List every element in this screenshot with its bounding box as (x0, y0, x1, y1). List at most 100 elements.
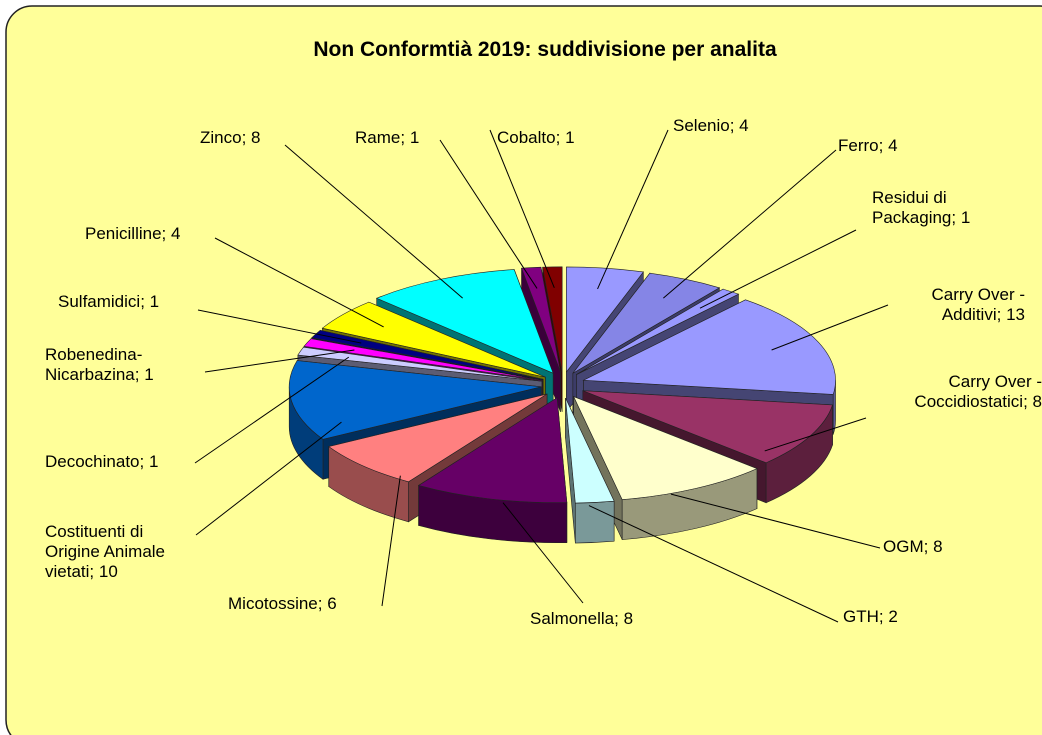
slice (297, 346, 542, 382)
label-separator: ; (400, 128, 410, 147)
slice (573, 396, 758, 500)
leader-line (195, 421, 342, 536)
value-text: 10 (98, 562, 118, 581)
leader-line (489, 129, 555, 289)
label-separator: ; (317, 594, 328, 613)
label-separator: ; (878, 607, 889, 626)
value-text: 1 (144, 365, 154, 384)
slice (303, 338, 543, 381)
label-separator: ; (89, 562, 99, 581)
chart-title: Non Conformtià 2019: suddivisione per an… (313, 38, 777, 61)
leader-line (771, 304, 889, 351)
value-text: 1 (149, 292, 160, 311)
label-separator: ; (923, 537, 934, 556)
category-text: Decochinato (45, 452, 140, 471)
data-label: Carry Over - Coccidiostatici; 8 (914, 372, 1042, 412)
leader-line (439, 139, 538, 289)
data-label: Residui di Packaging; 1 (872, 188, 970, 228)
data-label: Decochinato; 1 (45, 452, 158, 472)
value-text: 8 (251, 128, 261, 147)
category-text: Salmonella (530, 609, 615, 628)
data-label: GTH; 2 (843, 607, 898, 627)
category-text: Selenio (673, 116, 730, 135)
label-separator: ; (161, 224, 171, 243)
data-label: Ferro; 4 (838, 136, 898, 156)
slice (321, 301, 546, 378)
category-text: Carry Over - Additivi (931, 285, 1026, 324)
leader-line (197, 309, 362, 344)
label-separator: ; (951, 208, 961, 227)
value-text: 4 (171, 224, 181, 243)
category-text: OGM (883, 537, 924, 556)
category-text: Carry Over - Coccidiostatici (914, 372, 1042, 411)
leader-line (204, 349, 355, 373)
leader-line (764, 417, 867, 452)
slice (328, 393, 548, 483)
data-label: Sulfamidici; 1 (58, 292, 159, 312)
data-label: Costituenti di Origine Animale vietati; … (45, 522, 165, 582)
label-separator: ; (139, 452, 149, 471)
data-label: Robenedina- Nicarbazina; 1 (45, 345, 154, 385)
slice (576, 288, 740, 375)
category-text: Ferro (838, 136, 879, 155)
value-text: 8 (623, 609, 634, 628)
leader-line (381, 475, 401, 607)
data-label: Rame; 1 (355, 128, 419, 148)
label-separator: ; (878, 136, 889, 155)
category-text: Residui di Packaging (872, 188, 952, 227)
data-label: Selenio; 4 (673, 116, 749, 136)
leader-line (194, 356, 350, 464)
category-text: GTH (843, 607, 879, 626)
label-separator: ; (555, 128, 566, 147)
leader-line (284, 144, 463, 299)
leader-line (502, 502, 584, 604)
value-text: 4 (739, 116, 749, 135)
label-separator: ; (996, 305, 1007, 324)
category-text: Sulfamidici (58, 292, 141, 311)
slice (565, 397, 615, 504)
label-separator: ; (140, 292, 150, 311)
leader-line (670, 493, 881, 549)
slice (288, 360, 542, 440)
value-text: 1 (960, 208, 971, 227)
leader-line (663, 149, 837, 299)
data-label: Penicilline; 4 (85, 224, 180, 244)
pie (194, 129, 889, 623)
data-label: Micotossine; 6 (228, 594, 337, 614)
value-text: 13 (1006, 305, 1025, 324)
leader-line (588, 505, 839, 623)
category-text: Cobalto (497, 128, 556, 147)
slice (375, 269, 554, 374)
data-label: Salmonella; 8 (530, 609, 633, 629)
data-label: Zinco; 8 (200, 128, 261, 148)
value-text: 1 (148, 452, 159, 471)
label-separator: ; (729, 116, 740, 135)
slice (417, 397, 568, 504)
label-separator: ; (134, 365, 145, 384)
value-text: 4 (888, 136, 898, 155)
category-text: Rame (355, 128, 401, 147)
slice (582, 299, 836, 395)
category-text: Costituenti di Origine Animale vietati (45, 522, 166, 581)
leader-line (597, 129, 669, 290)
slice (521, 266, 561, 372)
label-separator: ; (241, 128, 252, 147)
data-label: OGM; 8 (883, 537, 943, 557)
label-separator: ; (1023, 392, 1033, 411)
value-text: 2 (888, 607, 898, 626)
data-label: Carry Over - Additivi; 13 (932, 285, 1026, 325)
category-text: Micotossine (228, 594, 318, 613)
value-text: 6 (327, 594, 337, 613)
category-text: Zinco (200, 128, 242, 147)
slice-side (575, 500, 615, 544)
leader-line (699, 229, 857, 309)
label-separator: ; (614, 609, 624, 628)
value-text: 1 (409, 128, 420, 147)
leader-line (214, 237, 384, 328)
category-text: Robenedina- Nicarbazina (45, 345, 143, 384)
value-text: 8 (1032, 392, 1042, 411)
slice (542, 266, 563, 372)
data-label: Cobalto; 1 (497, 128, 575, 148)
